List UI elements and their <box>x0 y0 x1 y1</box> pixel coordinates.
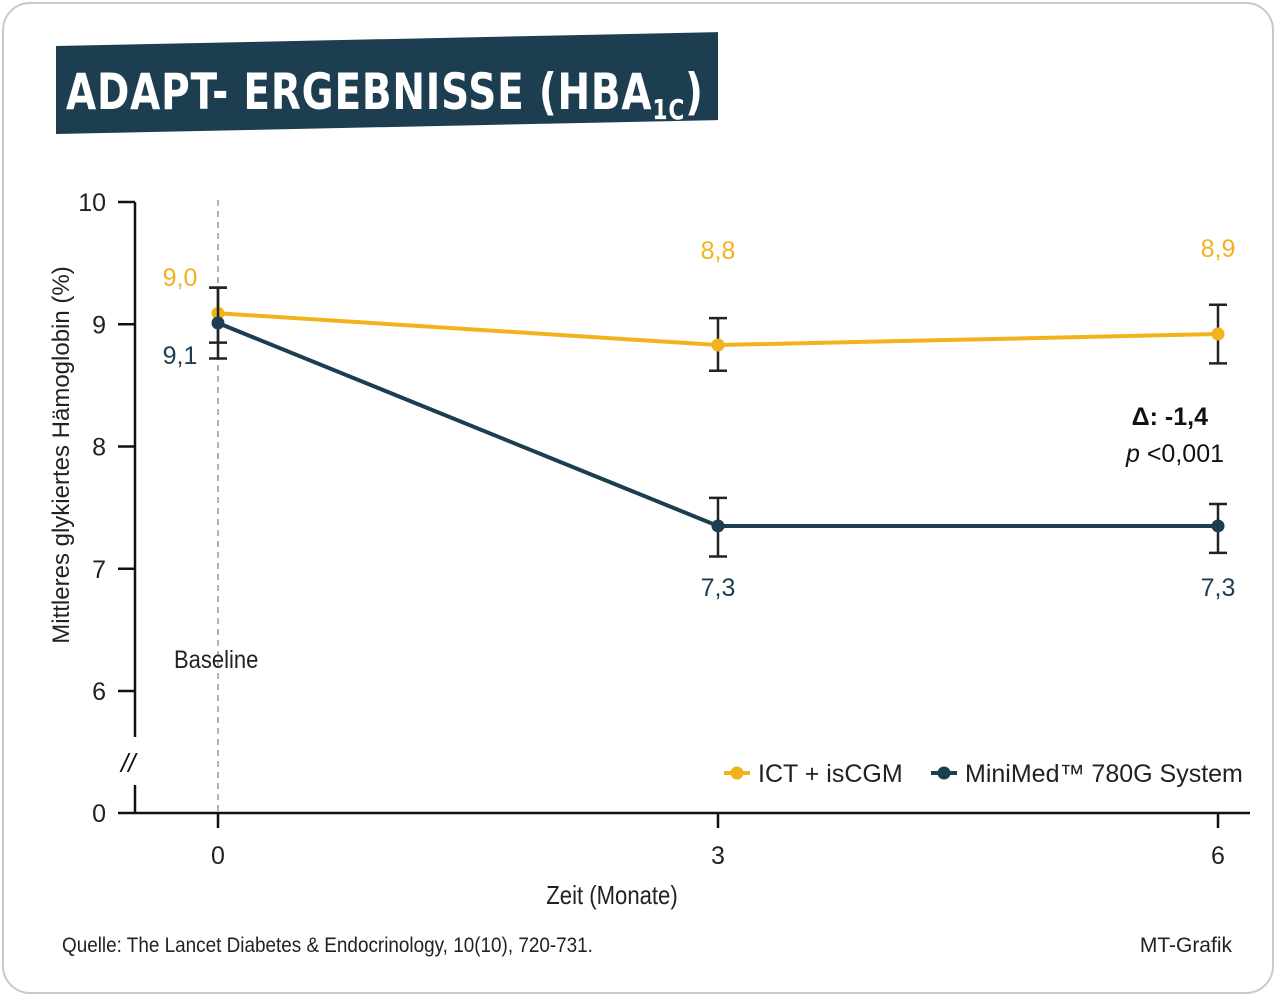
x-axis-label: Zeit (Monate) <box>546 880 678 910</box>
baseline-label: Baseline <box>174 646 258 674</box>
p-value-italic: p <box>1125 440 1140 468</box>
y-tick-label: 10 <box>78 189 106 217</box>
legend-marker <box>730 766 744 780</box>
data-label: 8,8 <box>701 237 736 265</box>
title-subscript: 1C <box>652 93 686 126</box>
legend-label: ICT + isCGM <box>758 760 903 788</box>
data-point <box>1211 519 1225 533</box>
title-end: ) <box>685 63 704 121</box>
data-label: 9,0 <box>163 264 198 292</box>
data-label: 9,1 <box>163 342 198 370</box>
x-tick-label: 0 <box>211 842 225 870</box>
y-tick-label: 9 <box>92 311 106 339</box>
source-note: Quelle: The Lancet Diabetes & Endocrinol… <box>62 934 593 957</box>
axis-break-mark: // <box>119 748 138 778</box>
legend-marker <box>937 766 951 780</box>
data-point <box>211 316 225 330</box>
y-tick-label: 6 <box>92 678 106 706</box>
x-tick-label: 6 <box>1211 842 1225 870</box>
data-label: 8,9 <box>1201 235 1236 263</box>
credit-note: MT-Grafik <box>1139 934 1232 957</box>
data-label: 7,3 <box>701 574 736 602</box>
title-main: ADAPT- ERGEBNISSE (HBA <box>66 63 653 121</box>
data-point <box>711 338 725 352</box>
y-tick-label: 0 <box>92 800 106 828</box>
p-value-annotation: p <0,001 <box>1125 440 1224 468</box>
x-tick-label: 3 <box>711 842 725 870</box>
delta-annotation: Δ: -1,4 <box>1132 403 1208 431</box>
legend-label: MiniMed™ 780G System <box>965 760 1243 788</box>
chart-title: ADAPT- ERGEBNISSE (HBA1C) <box>66 52 704 132</box>
data-label: 7,3 <box>1201 574 1236 602</box>
data-point <box>711 519 725 533</box>
y-tick-label: 8 <box>92 434 106 462</box>
y-tick-label: 7 <box>92 556 106 584</box>
data-point <box>1211 327 1225 341</box>
p-value-rest: <0,001 <box>1140 440 1224 468</box>
